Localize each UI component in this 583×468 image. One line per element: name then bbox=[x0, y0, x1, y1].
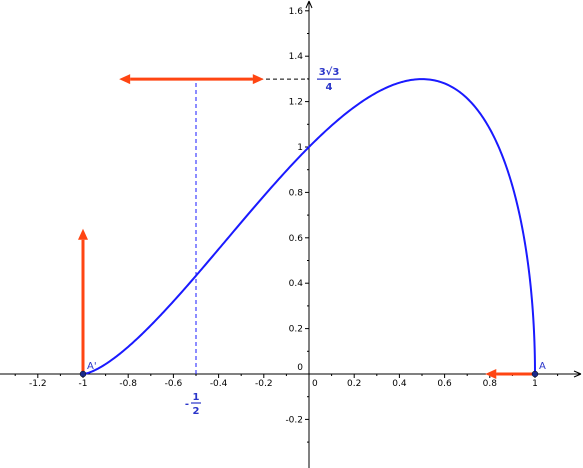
annotations-layer: 12-3√34 bbox=[185, 66, 341, 417]
fraction-annotation: 3√34 bbox=[317, 66, 341, 93]
fraction-numerator: 1 bbox=[193, 392, 200, 403]
vector-arrowhead bbox=[485, 369, 497, 379]
y-tick-label: 1.2 bbox=[289, 98, 303, 108]
tick-labels: -1.2 -1 -0.8 -0.6 -0.4 -0.2 0 0.2 0.4 0.6 0.8 1-0.2… bbox=[29, 7, 538, 426]
tick-marks bbox=[14, 10, 559, 443]
arrows-layer bbox=[78, 74, 535, 379]
fraction-denominator: 2 bbox=[193, 406, 200, 417]
x-tick-label: -0.2 bbox=[255, 379, 273, 389]
fraction-denominator: 4 bbox=[326, 82, 333, 93]
fraction-numerator: 3√3 bbox=[319, 66, 340, 78]
y-axis-arrowhead bbox=[305, 0, 313, 9]
curve bbox=[82, 78, 536, 375]
curve-layer bbox=[82, 78, 536, 375]
y-tick-label: 0.2 bbox=[289, 325, 303, 335]
x-tick-label: 0.4 bbox=[392, 379, 407, 389]
x-tick-label: 0 bbox=[312, 379, 318, 389]
point-marker bbox=[79, 370, 87, 378]
x-tick-label: 1 bbox=[532, 379, 538, 389]
x-tick-label: 0.2 bbox=[347, 379, 361, 389]
vector-arrowhead bbox=[252, 74, 264, 85]
fraction-annotation: 1 2- bbox=[185, 392, 201, 417]
y-tick-label: 0 bbox=[297, 363, 303, 373]
x-tick-label: 0.8 bbox=[483, 379, 498, 389]
vector-arrowhead bbox=[78, 228, 88, 240]
y-tick-label: 1.4 bbox=[289, 52, 304, 62]
x-tick-label: -1.2 bbox=[29, 379, 47, 389]
x-tick-label: 0.6 bbox=[437, 379, 452, 389]
vector-arrowhead bbox=[119, 74, 131, 85]
x-tick-label: -0.4 bbox=[210, 379, 228, 389]
x-axis-arrowhead bbox=[573, 370, 582, 378]
fraction-sign: - bbox=[185, 399, 189, 410]
x-tick-label: -0.8 bbox=[119, 379, 137, 389]
points-layer: A' A bbox=[79, 361, 546, 378]
y-tick-label: -0.2 bbox=[285, 415, 303, 425]
point-marker bbox=[531, 370, 539, 378]
point-label: A bbox=[539, 361, 546, 372]
y-tick-label: 0.6 bbox=[289, 234, 304, 244]
y-tick-label: 0.8 bbox=[289, 188, 304, 198]
y-tick-label: 1 bbox=[297, 143, 303, 153]
point-label: A' bbox=[87, 361, 97, 372]
x-tick-label: -1 bbox=[79, 379, 88, 389]
x-tick-label: -0.6 bbox=[165, 379, 183, 389]
y-tick-label: 0.4 bbox=[289, 279, 304, 289]
y-tick-label: 1.6 bbox=[289, 7, 304, 17]
